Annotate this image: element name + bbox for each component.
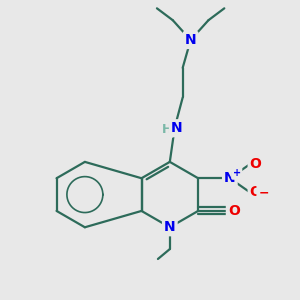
Text: O: O (228, 204, 240, 218)
Text: N: N (185, 33, 197, 47)
Text: H: H (162, 123, 172, 136)
Text: O: O (250, 158, 262, 171)
Text: O: O (250, 185, 262, 199)
Text: N: N (164, 220, 176, 234)
Text: N: N (224, 171, 236, 185)
Text: +: + (233, 168, 241, 178)
Text: N: N (171, 121, 183, 135)
Text: −: − (258, 187, 269, 200)
